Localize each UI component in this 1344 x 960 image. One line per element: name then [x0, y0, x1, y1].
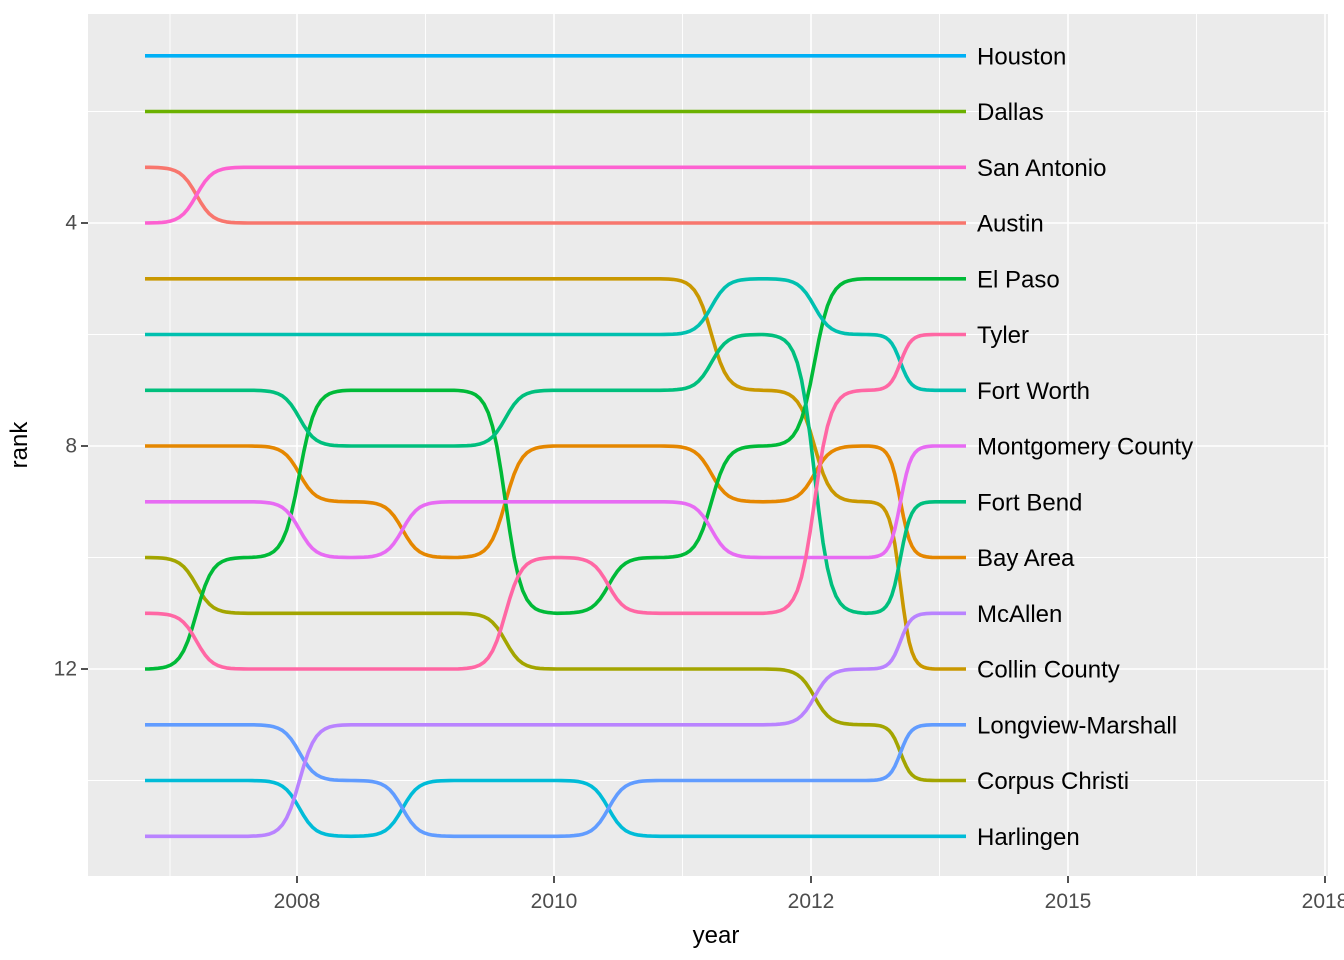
series-label-corpus-christi: Corpus Christi: [977, 768, 1129, 795]
series-label-austin: Austin: [977, 211, 1044, 238]
series-line-fort-worth: [145, 277, 966, 393]
series-label-fort-worth: Fort Worth: [977, 378, 1090, 405]
series-end-labels: Austin Bay Area Collin County Corpus Christ…: [977, 43, 1193, 851]
series-label-mcallen: McAllen: [977, 601, 1062, 628]
series-label-el-paso: El Paso: [977, 266, 1060, 293]
series-line-mcallen: [145, 611, 966, 839]
series-line-san-antonio: [144, 165, 966, 225]
series-line-longview-marshall: [145, 723, 966, 839]
series-line-bay-area: [145, 444, 966, 560]
series-line-fort-bend: [145, 332, 966, 616]
x-tick-label-2008: 2008: [274, 890, 321, 913]
series-label-bay-area: Bay Area: [977, 545, 1075, 572]
x-tick-label-2018: 2018: [1302, 890, 1344, 913]
series-line-corpus-christi: [144, 555, 966, 783]
series-line-collin-county: [145, 277, 966, 671]
series-label-longview-marshall: Longview-Marshall: [977, 712, 1177, 739]
series-line-tyler: [145, 332, 966, 671]
y-axis-title: rank: [6, 421, 33, 469]
series-label-montgomery-county: Montgomery County: [977, 434, 1193, 461]
series-label-houston: Houston: [977, 43, 1066, 70]
x-tick-label-2012: 2012: [788, 890, 835, 913]
series-line-el-paso: [144, 277, 966, 671]
series-label-dallas: Dallas: [977, 99, 1044, 126]
y-tick-label-4: 4: [65, 212, 77, 235]
series-line-harlingen: [145, 778, 966, 839]
plot-panel-background: [88, 14, 1328, 876]
y-tick-label-8: 8: [65, 435, 77, 458]
x-axis-title: year: [693, 922, 740, 949]
x-tick-label-2010: 2010: [531, 890, 578, 913]
series-label-collin-county: Collin County: [977, 657, 1120, 684]
series-label-harlingen: Harlingen: [977, 824, 1080, 851]
axis-ticks: 2008 2010 2012 2015 2018 4 8 12: [54, 212, 1344, 914]
x-tick-label-2015: 2015: [1045, 890, 1092, 913]
series-lines: [144, 54, 966, 839]
series-line-austin: [145, 165, 966, 225]
series-label-san-antonio: San Antonio: [977, 155, 1106, 182]
series-line-montgomery-county: [145, 444, 966, 560]
series-label-fort-bend: Fort Bend: [977, 489, 1082, 516]
series-label-tyler: Tyler: [977, 322, 1029, 349]
y-tick-label-12: 12: [54, 658, 77, 681]
